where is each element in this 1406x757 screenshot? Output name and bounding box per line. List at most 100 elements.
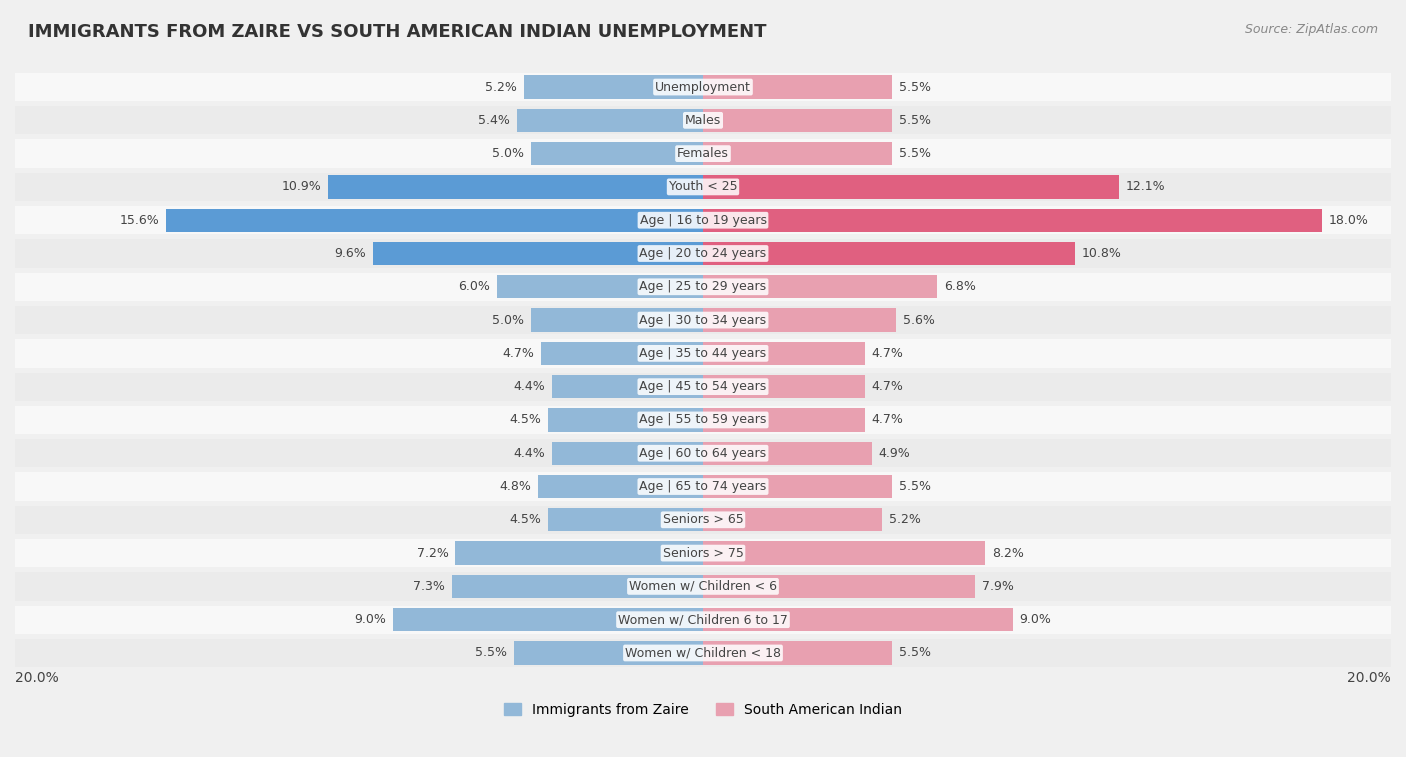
Text: 9.0%: 9.0% <box>354 613 387 626</box>
Text: 5.0%: 5.0% <box>492 313 524 326</box>
Bar <box>703 176 1119 198</box>
Text: Females: Females <box>678 147 728 160</box>
Text: Women w/ Children < 6: Women w/ Children < 6 <box>628 580 778 593</box>
Legend: Immigrants from Zaire, South American Indian: Immigrants from Zaire, South American In… <box>498 697 908 722</box>
Text: 6.8%: 6.8% <box>943 280 976 293</box>
Bar <box>538 475 703 498</box>
Bar <box>703 275 936 298</box>
Bar <box>703 341 865 365</box>
Text: 5.5%: 5.5% <box>898 80 931 94</box>
Text: 4.8%: 4.8% <box>499 480 531 493</box>
Bar <box>15 206 1391 235</box>
Text: 4.4%: 4.4% <box>513 447 544 459</box>
Bar <box>548 508 703 531</box>
Text: 5.0%: 5.0% <box>492 147 524 160</box>
Text: 12.1%: 12.1% <box>1126 180 1166 194</box>
Bar <box>703 541 986 565</box>
Bar <box>15 173 1391 201</box>
Text: 9.0%: 9.0% <box>1019 613 1052 626</box>
Bar <box>15 406 1391 434</box>
Text: 5.2%: 5.2% <box>485 80 517 94</box>
Bar <box>703 308 896 332</box>
Text: 10.8%: 10.8% <box>1081 247 1121 260</box>
Bar <box>15 639 1391 667</box>
Text: 10.9%: 10.9% <box>281 180 321 194</box>
Bar <box>15 73 1391 101</box>
Text: Age | 60 to 64 years: Age | 60 to 64 years <box>640 447 766 459</box>
Text: Seniors > 75: Seniors > 75 <box>662 547 744 559</box>
Text: 7.3%: 7.3% <box>413 580 446 593</box>
Text: 5.4%: 5.4% <box>478 114 510 127</box>
Bar <box>456 541 703 565</box>
Text: Age | 20 to 24 years: Age | 20 to 24 years <box>640 247 766 260</box>
Bar <box>15 506 1391 534</box>
Text: Unemployment: Unemployment <box>655 80 751 94</box>
Text: Age | 16 to 19 years: Age | 16 to 19 years <box>640 213 766 226</box>
Bar <box>703 241 1074 265</box>
Text: Age | 45 to 54 years: Age | 45 to 54 years <box>640 380 766 393</box>
Text: Source: ZipAtlas.com: Source: ZipAtlas.com <box>1244 23 1378 36</box>
Bar <box>451 575 703 598</box>
Bar <box>15 239 1391 268</box>
Bar <box>531 308 703 332</box>
Text: 6.0%: 6.0% <box>458 280 489 293</box>
Bar <box>513 641 703 665</box>
Bar <box>15 273 1391 301</box>
Bar <box>703 408 865 431</box>
Bar <box>15 572 1391 600</box>
Bar <box>166 209 703 232</box>
Bar <box>703 76 893 98</box>
Bar <box>517 109 703 132</box>
Text: Males: Males <box>685 114 721 127</box>
Text: Age | 25 to 29 years: Age | 25 to 29 years <box>640 280 766 293</box>
Text: Seniors > 65: Seniors > 65 <box>662 513 744 526</box>
Text: Age | 65 to 74 years: Age | 65 to 74 years <box>640 480 766 493</box>
Text: 9.6%: 9.6% <box>335 247 366 260</box>
Text: 5.5%: 5.5% <box>898 114 931 127</box>
Bar <box>703 508 882 531</box>
Text: 5.5%: 5.5% <box>898 646 931 659</box>
Bar <box>703 441 872 465</box>
Bar <box>548 408 703 431</box>
Text: Age | 55 to 59 years: Age | 55 to 59 years <box>640 413 766 426</box>
Bar <box>703 575 974 598</box>
Text: 4.7%: 4.7% <box>872 347 904 360</box>
Text: 15.6%: 15.6% <box>120 213 159 226</box>
Text: 8.2%: 8.2% <box>993 547 1024 559</box>
Bar <box>15 539 1391 567</box>
Text: IMMIGRANTS FROM ZAIRE VS SOUTH AMERICAN INDIAN UNEMPLOYMENT: IMMIGRANTS FROM ZAIRE VS SOUTH AMERICAN … <box>28 23 766 41</box>
Text: 4.5%: 4.5% <box>509 513 541 526</box>
Bar <box>703 109 893 132</box>
Text: Age | 35 to 44 years: Age | 35 to 44 years <box>640 347 766 360</box>
Bar <box>531 142 703 165</box>
Text: 20.0%: 20.0% <box>15 671 59 685</box>
Text: 7.9%: 7.9% <box>981 580 1014 593</box>
Text: 4.9%: 4.9% <box>879 447 910 459</box>
Bar <box>15 439 1391 467</box>
Bar <box>15 106 1391 135</box>
Bar <box>703 641 893 665</box>
Bar <box>496 275 703 298</box>
Bar <box>328 176 703 198</box>
Text: 5.5%: 5.5% <box>898 480 931 493</box>
Text: 4.7%: 4.7% <box>502 347 534 360</box>
Text: 7.2%: 7.2% <box>416 547 449 559</box>
Bar <box>373 241 703 265</box>
Text: 5.5%: 5.5% <box>475 646 508 659</box>
Text: 20.0%: 20.0% <box>1347 671 1391 685</box>
Bar <box>394 608 703 631</box>
Text: Women w/ Children < 18: Women w/ Children < 18 <box>626 646 780 659</box>
Bar <box>703 608 1012 631</box>
Text: 4.5%: 4.5% <box>509 413 541 426</box>
Bar <box>15 139 1391 168</box>
Bar <box>703 209 1322 232</box>
Bar <box>703 375 865 398</box>
Text: Age | 30 to 34 years: Age | 30 to 34 years <box>640 313 766 326</box>
Bar <box>703 142 893 165</box>
Bar <box>15 472 1391 500</box>
Text: 4.4%: 4.4% <box>513 380 544 393</box>
Bar <box>524 76 703 98</box>
Bar <box>15 306 1391 335</box>
Bar <box>703 475 893 498</box>
Text: 4.7%: 4.7% <box>872 380 904 393</box>
